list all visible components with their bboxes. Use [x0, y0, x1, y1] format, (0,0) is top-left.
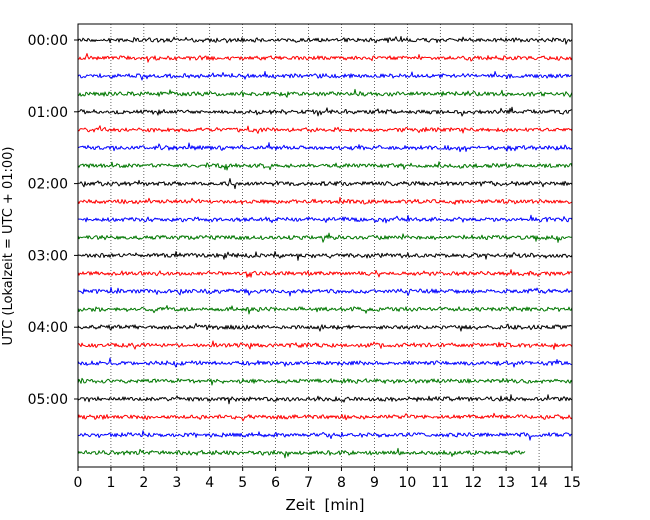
x-tick-label: 8: [337, 475, 346, 491]
trace-line: [77, 196, 573, 205]
x-tick-label: 4: [205, 475, 214, 491]
x-tick-label: 13: [497, 475, 515, 491]
y-axis-title: UTC (Lokalzeit = UTC + 01:00): [1, 147, 16, 346]
x-tick-label: 6: [271, 475, 280, 491]
x-tick-label: 5: [238, 475, 247, 491]
y-tick-label: 01:00: [28, 105, 68, 121]
x-tick-label: 10: [398, 475, 416, 491]
trace-line: [77, 340, 573, 350]
x-tick-label: 14: [530, 475, 548, 491]
trace-line: [77, 53, 573, 63]
trace-line: [77, 286, 573, 297]
y-tick-label: 00:00: [28, 33, 68, 49]
x-tick-label: 3: [172, 475, 181, 491]
x-tick-label: 7: [304, 475, 313, 491]
trace-line: [77, 251, 573, 261]
x-tick-label: 1: [106, 475, 115, 491]
trace-line: [77, 305, 573, 315]
trace-line: [77, 125, 573, 134]
trace-line: [77, 412, 573, 422]
trace-line: [77, 214, 573, 224]
trace-line: [77, 36, 573, 45]
x-tick-label: 2: [139, 475, 148, 491]
trace-line: [77, 232, 572, 243]
x-tick-label: 15: [563, 475, 581, 491]
y-tick-label: 02:00: [28, 177, 68, 193]
y-tick-label: 04:00: [28, 320, 68, 336]
x-tick-label: 11: [431, 475, 449, 491]
trace-line: [77, 106, 573, 117]
x-axis-title: Zeit [min]: [285, 496, 364, 514]
trace-line: [77, 394, 573, 405]
trace-line: [77, 322, 573, 332]
y-tick-label: 05:00: [28, 392, 68, 408]
trace-line: [77, 447, 526, 459]
seismic-traces: [77, 36, 573, 459]
plot-frame: [77, 23, 573, 468]
x-tick-label: 0: [74, 475, 83, 491]
trace-line: [77, 88, 573, 98]
x-tick-label: 12: [464, 475, 482, 491]
trace-line: [77, 161, 573, 171]
trace-line: [77, 269, 573, 278]
trace-line: [77, 430, 573, 441]
x-axis-ticks: 0 1 2 3 4 5 6 7 8 9 10 11 12 13 14 15: [74, 467, 581, 491]
x-tick-label: 9: [370, 475, 379, 491]
trace-line: [77, 178, 573, 190]
trace-line: [77, 357, 573, 368]
trace-line: [77, 142, 573, 153]
grid-lines: [110, 24, 540, 467]
y-tick-label: 03:00: [28, 248, 68, 264]
y-axis-ticks: 00:00 01:00 02:00 03:00 04:00 05:00: [28, 33, 78, 408]
trace-line: [77, 377, 573, 386]
trace-line: [77, 70, 573, 81]
